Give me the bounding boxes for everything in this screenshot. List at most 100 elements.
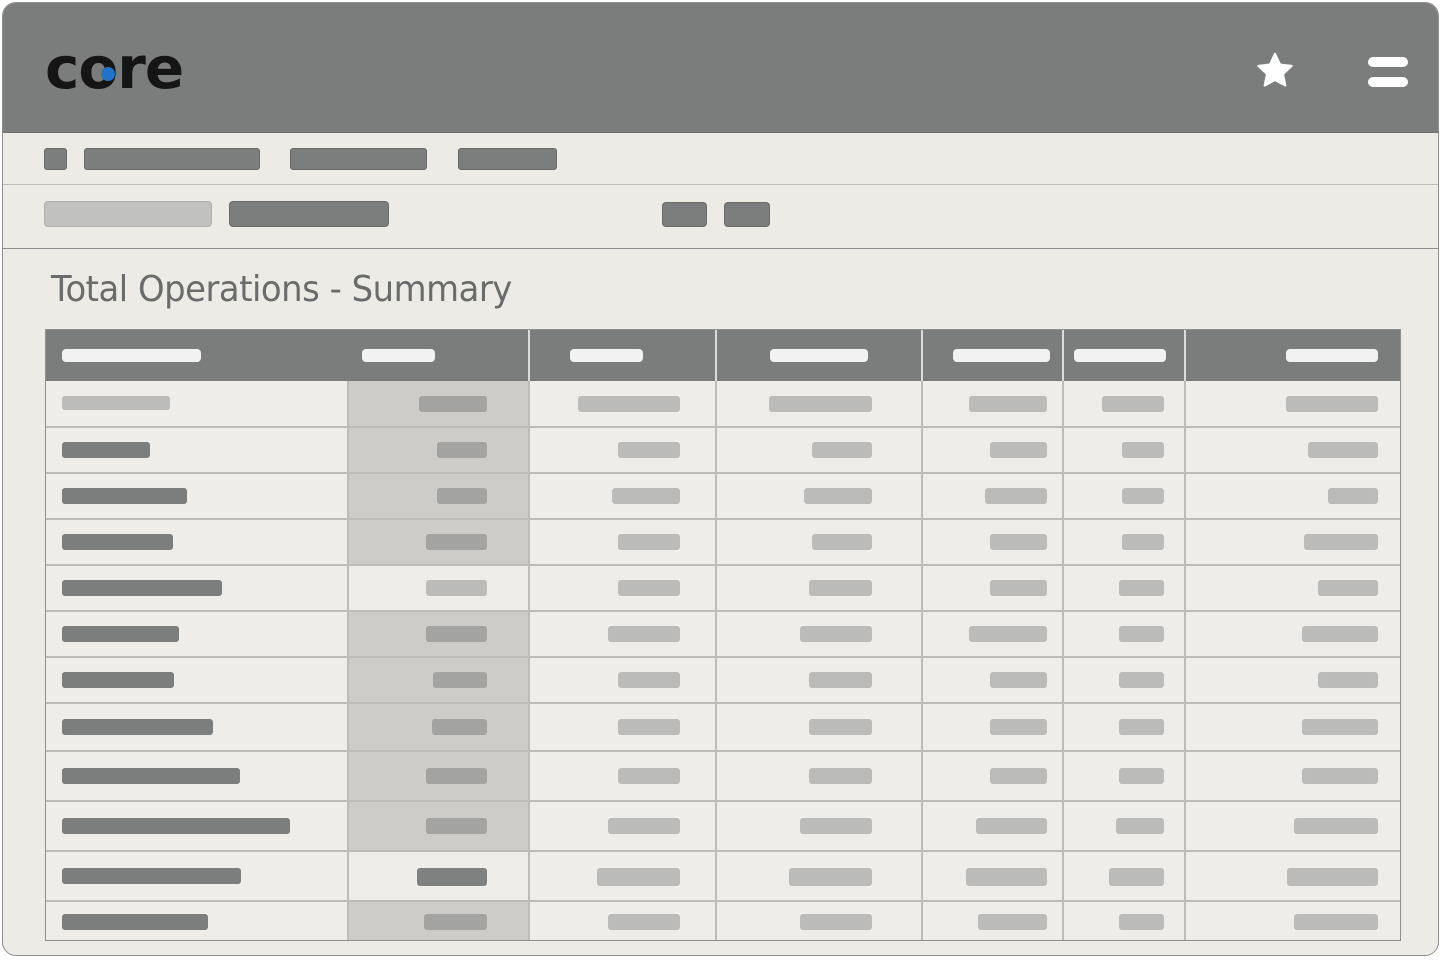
table-cell-value bbox=[809, 768, 872, 784]
table-row[interactable] bbox=[46, 427, 1400, 473]
table-row[interactable] bbox=[46, 901, 1400, 940]
header-divider bbox=[921, 330, 923, 381]
column-divider bbox=[921, 381, 923, 940]
app-logo[interactable]: core bbox=[45, 34, 184, 102]
table-cell-value bbox=[1318, 580, 1378, 596]
table-header bbox=[46, 330, 1400, 381]
nav-item-placeholder[interactable] bbox=[84, 148, 260, 170]
table-cell-value bbox=[800, 626, 872, 642]
table-row[interactable] bbox=[46, 751, 1400, 801]
table-cell-value bbox=[1286, 396, 1378, 412]
table-row[interactable] bbox=[46, 519, 1400, 565]
toolbar-button-placeholder[interactable] bbox=[229, 201, 389, 227]
table-row[interactable] bbox=[46, 611, 1400, 657]
table-cell-value bbox=[618, 442, 680, 458]
column-header-3[interactable] bbox=[570, 349, 643, 362]
table-cell-value bbox=[800, 914, 872, 930]
table-cell-value bbox=[990, 672, 1047, 688]
row-divider bbox=[46, 426, 1400, 428]
summary-table bbox=[45, 329, 1401, 941]
table-cell-value bbox=[1119, 768, 1164, 784]
table-cell-value bbox=[1102, 396, 1164, 412]
table-cell-value bbox=[426, 534, 487, 550]
table-cell-value bbox=[789, 868, 872, 886]
table-cell-value bbox=[1308, 442, 1378, 458]
column-divider bbox=[347, 381, 349, 940]
nav-icon-placeholder[interactable] bbox=[44, 148, 67, 170]
header-divider bbox=[528, 330, 530, 381]
table-cell-value bbox=[426, 626, 487, 642]
table-cell-value bbox=[608, 914, 680, 930]
table-cell-value bbox=[812, 534, 872, 550]
table-cell-value bbox=[1287, 868, 1378, 886]
column-header-4[interactable] bbox=[770, 349, 868, 362]
hamburger-menu-button[interactable] bbox=[1368, 55, 1410, 89]
table-cell-value bbox=[618, 580, 680, 596]
table-cell-value bbox=[1119, 672, 1164, 688]
row-label bbox=[62, 534, 173, 550]
table-cell-value bbox=[809, 580, 872, 596]
table-cell-value bbox=[432, 719, 487, 735]
table-cell-value bbox=[1119, 914, 1164, 930]
row-label bbox=[62, 488, 187, 504]
column-header-2[interactable] bbox=[362, 349, 435, 362]
table-cell-value bbox=[990, 768, 1047, 784]
row-divider bbox=[46, 800, 1400, 802]
toolbar-small-button-placeholder[interactable] bbox=[724, 202, 770, 227]
row-label bbox=[62, 818, 290, 834]
table-cell-value bbox=[804, 488, 872, 504]
row-label bbox=[62, 626, 179, 642]
table-cell-value bbox=[809, 672, 872, 688]
table-row[interactable] bbox=[46, 565, 1400, 611]
table-cell-value bbox=[1294, 914, 1378, 930]
row-divider bbox=[46, 850, 1400, 852]
table-cell-value bbox=[608, 818, 680, 834]
column-header-7[interactable] bbox=[1286, 349, 1378, 362]
column-header-1[interactable] bbox=[62, 349, 201, 362]
table-row[interactable] bbox=[46, 473, 1400, 519]
column-header-6[interactable] bbox=[1074, 349, 1166, 362]
table-row[interactable] bbox=[46, 381, 1400, 427]
toolbar-small-button-placeholder[interactable] bbox=[662, 202, 707, 227]
column-divider bbox=[1184, 381, 1186, 940]
nav-item-placeholder[interactable] bbox=[290, 148, 427, 170]
row-label bbox=[62, 396, 170, 410]
table-cell-value bbox=[433, 672, 487, 688]
table-cell-value bbox=[618, 768, 680, 784]
row-label bbox=[62, 672, 174, 688]
row-divider bbox=[46, 472, 1400, 474]
table-cell-value bbox=[1328, 488, 1378, 504]
table-cell-value bbox=[990, 442, 1047, 458]
menu-line bbox=[1368, 77, 1408, 87]
table-cell-value bbox=[1122, 442, 1164, 458]
table-cell-value bbox=[618, 534, 680, 550]
table-cell-value bbox=[969, 626, 1047, 642]
table-row[interactable] bbox=[46, 851, 1400, 901]
row-label bbox=[62, 442, 150, 458]
logo-dot bbox=[101, 67, 115, 81]
table-cell-value bbox=[578, 396, 680, 412]
table-cell-value bbox=[809, 719, 872, 735]
table-cell-value bbox=[426, 580, 487, 596]
toolbar-filter-placeholder[interactable] bbox=[44, 201, 212, 227]
table-cell-value bbox=[1109, 868, 1164, 886]
favorite-button[interactable] bbox=[1253, 49, 1297, 93]
row-label bbox=[62, 868, 241, 884]
table-cell-value bbox=[1122, 488, 1164, 504]
row-divider bbox=[46, 900, 1400, 902]
table-row[interactable] bbox=[46, 703, 1400, 751]
table-cell-value bbox=[985, 488, 1047, 504]
table-cell-value bbox=[966, 868, 1047, 886]
row-label bbox=[62, 719, 213, 735]
row-divider bbox=[46, 656, 1400, 658]
table-cell-value bbox=[1119, 719, 1164, 735]
app-header: core bbox=[3, 3, 1438, 133]
column-header-5[interactable] bbox=[953, 349, 1050, 362]
header-divider bbox=[715, 330, 717, 381]
table-row[interactable] bbox=[46, 657, 1400, 703]
table-cell-value bbox=[426, 768, 487, 784]
table-cell-value bbox=[419, 396, 487, 412]
nav-item-placeholder[interactable] bbox=[458, 148, 557, 170]
table-cell-value bbox=[1302, 768, 1378, 784]
